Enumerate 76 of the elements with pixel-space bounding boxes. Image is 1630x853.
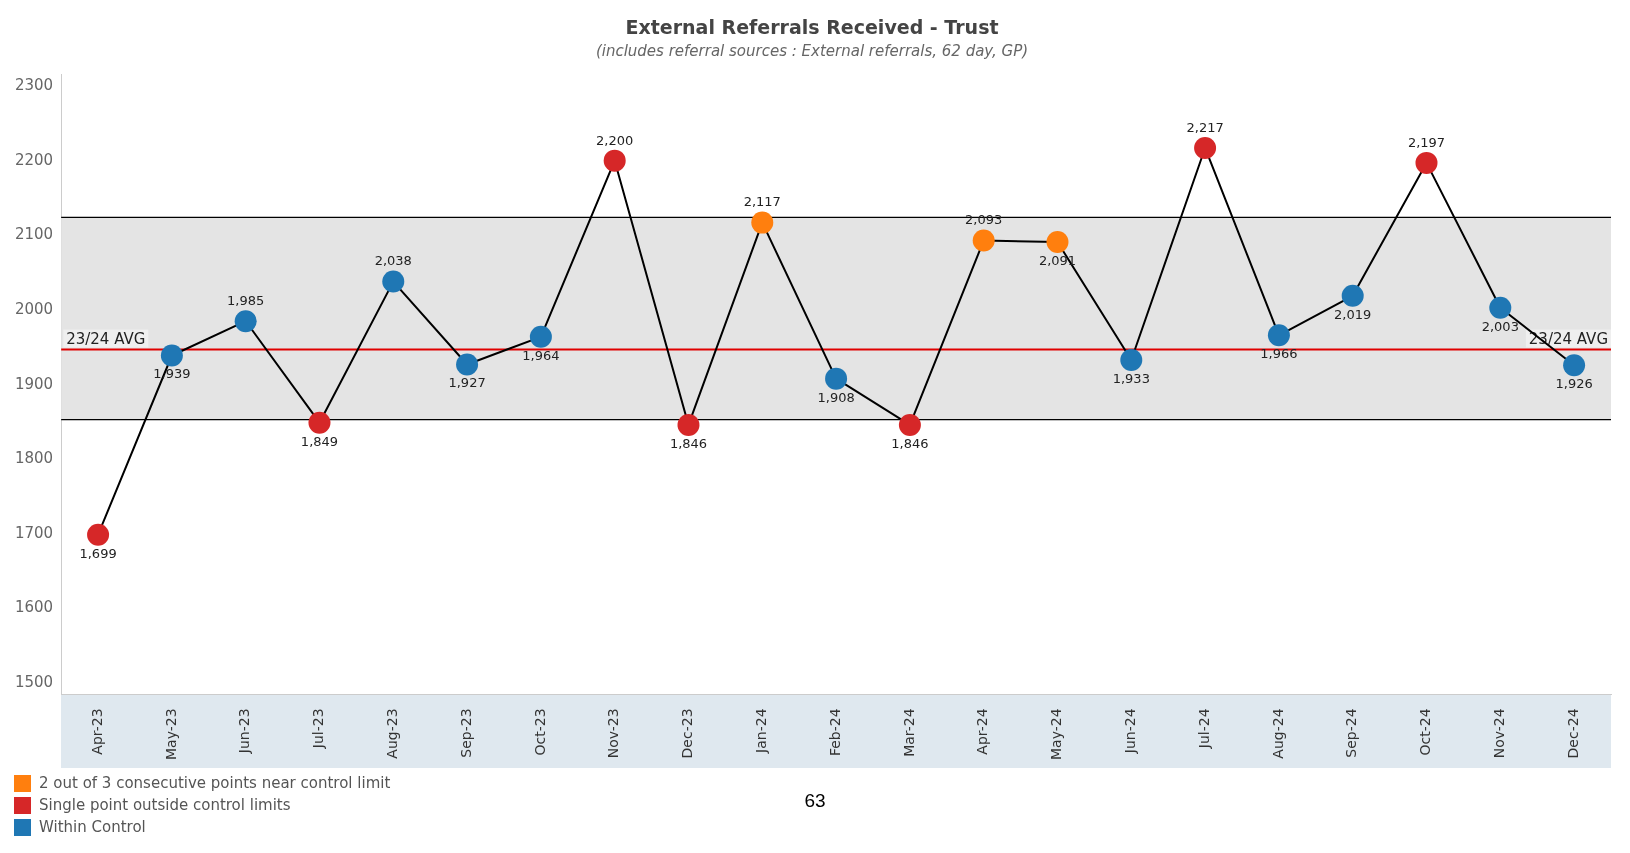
point: [1489, 296, 1512, 319]
x-tick-label: Sep-23: [457, 708, 474, 758]
y-tick-label: 1500: [14, 673, 54, 692]
legend-label: Single point outside control limits: [39, 795, 291, 816]
legend-label: 2 out of 3 consecutive points near control limit: [39, 773, 391, 794]
data-label: 1,699: [79, 545, 117, 561]
point: [234, 310, 257, 333]
x-tick-label: Nov-24: [1490, 708, 1507, 759]
point: [1267, 324, 1290, 347]
data-label: 2,019: [1334, 306, 1372, 322]
point: [751, 211, 774, 234]
data-label: 1,985: [227, 293, 265, 309]
point: [825, 367, 848, 390]
point: [1046, 231, 1069, 254]
x-tick-label: Jul-23: [310, 708, 327, 750]
data-label: 2,197: [1407, 134, 1446, 150]
point: [972, 229, 995, 252]
point: [308, 411, 331, 434]
x-tick-label: Aug-23: [383, 708, 400, 759]
point: [603, 149, 626, 172]
point: [1341, 284, 1364, 307]
x-tick-label: Sep-24: [1343, 708, 1360, 758]
point: [1563, 354, 1586, 377]
point: [87, 523, 110, 546]
y-tick-label: 1900: [14, 374, 54, 393]
point: [456, 353, 479, 376]
data-label: 1,846: [669, 435, 708, 451]
y-tick-label: 1600: [14, 598, 54, 617]
x-tick-label: May-23: [162, 708, 179, 761]
x-tick-label: Oct-24: [1417, 708, 1434, 756]
x-tick-label: Jul-24: [1195, 708, 1212, 750]
data-label: 2,038: [374, 253, 412, 269]
point: [160, 344, 183, 367]
y-tick-label: 1700: [14, 523, 54, 542]
x-tick-label: Oct-23: [531, 708, 548, 756]
x-tick-label: Apr-23: [88, 708, 105, 755]
x-tick-label: May-24: [1048, 708, 1065, 761]
x-tick-label: Nov-23: [605, 708, 622, 759]
data-label: 1,908: [817, 389, 855, 405]
legend-label: Within Control: [39, 817, 146, 838]
x-tick-label: Mar-24: [900, 708, 917, 757]
ref-line-label: 23/24 AVG: [66, 329, 146, 348]
data-label: 2,117: [743, 194, 781, 210]
y-tick-label: 2000: [14, 299, 54, 318]
x-tick-label: Apr-24: [974, 708, 991, 755]
data-label: 1,849: [300, 433, 339, 449]
x-tick-label: Dec-24: [1564, 708, 1581, 759]
chart-subtitle: (includes referral sources : External referrals, 62 day, GP): [595, 41, 1029, 60]
x-tick-label: Jun-24: [1121, 708, 1138, 755]
x-tick-label: Aug-24: [1269, 708, 1286, 759]
point: [677, 413, 700, 436]
data-label: 1,933: [1112, 370, 1150, 386]
point: [898, 413, 921, 436]
x-tick-label: Dec-23: [679, 708, 696, 759]
chart-title: External Referrals Received - Trust: [625, 16, 999, 39]
data-label: 1,846: [891, 435, 929, 451]
point: [1194, 136, 1217, 159]
point: [1120, 348, 1143, 371]
data-label: 1,926: [1555, 376, 1593, 392]
y-tick-label: 2100: [14, 225, 54, 244]
data-label: 2,217: [1186, 119, 1224, 135]
x-tick-label: Jan-24: [752, 708, 769, 754]
data-label: 2,003: [1481, 318, 1519, 334]
point: [529, 325, 552, 348]
text: 63: [804, 790, 826, 811]
x-tick-label: Feb-24: [826, 708, 843, 757]
point: [382, 270, 405, 293]
data-label: 1,964: [522, 347, 560, 363]
data-label: 1,927: [448, 375, 486, 391]
x-tick-label: Jun-23: [236, 708, 253, 755]
y-tick-label: 2300: [14, 75, 54, 94]
point: [1415, 151, 1438, 174]
y-tick-label: 1800: [14, 449, 54, 468]
y-tick-label: 2200: [14, 150, 54, 169]
data-label: 2,200: [596, 132, 634, 148]
data-label: 1,966: [1260, 346, 1298, 362]
